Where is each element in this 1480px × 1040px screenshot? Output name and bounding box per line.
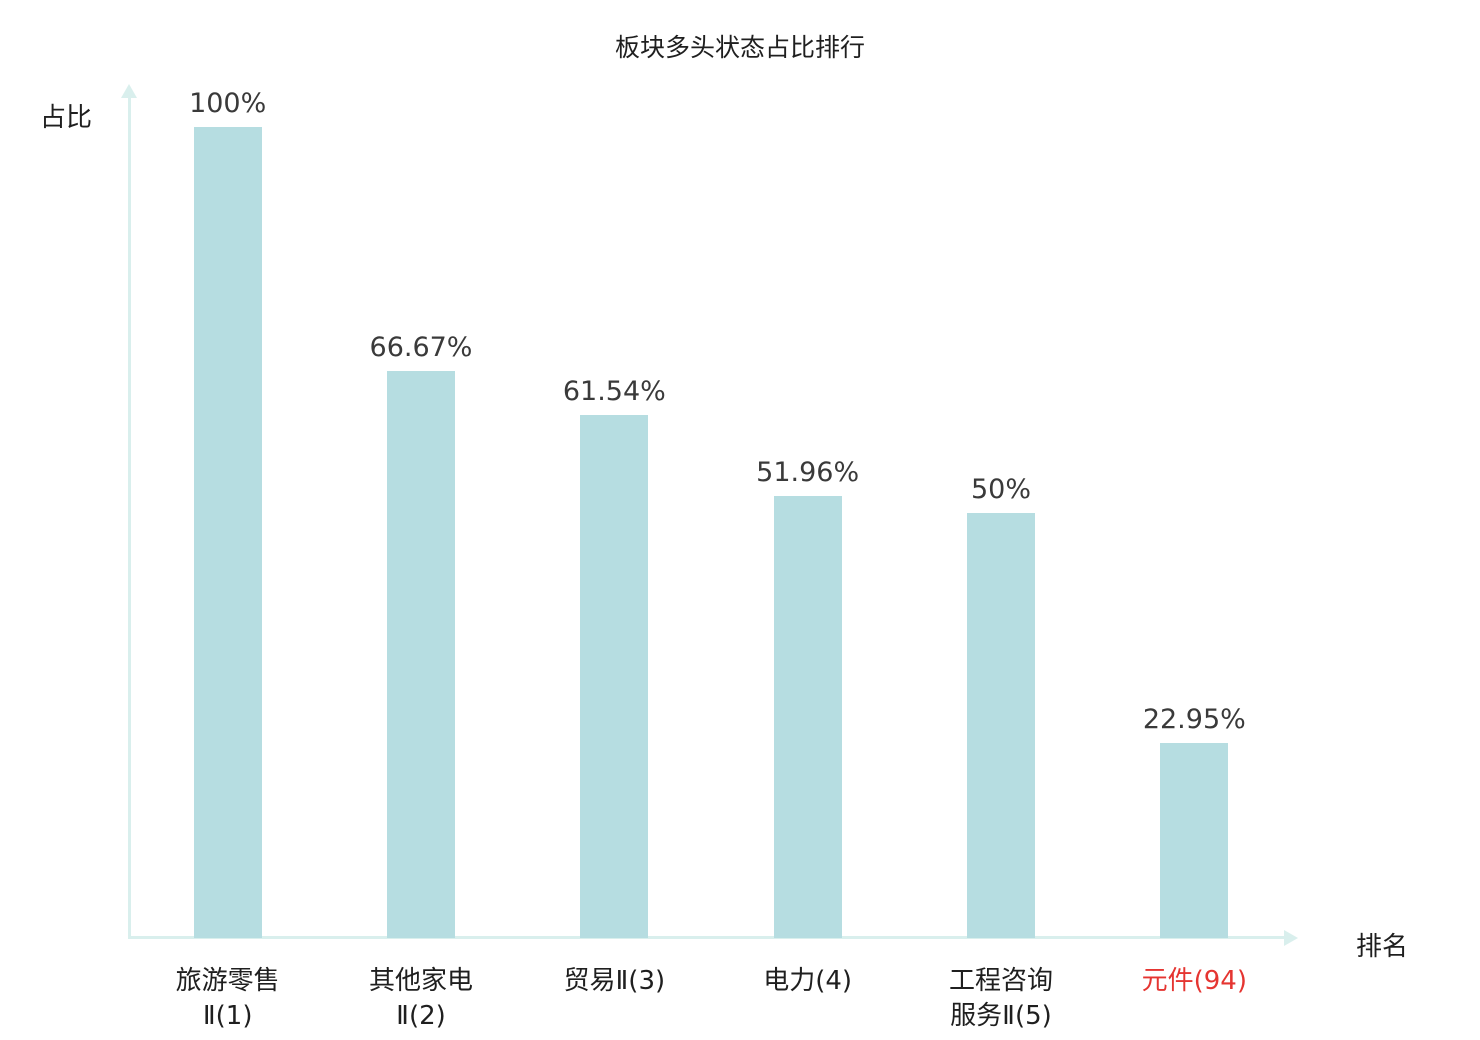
y-axis-label: 占比: [40, 103, 93, 133]
category-label: 旅游零售 Ⅱ(1): [175, 966, 280, 1032]
x-axis-line: [128, 936, 1286, 939]
bar-group: 51.96%: [711, 88, 904, 938]
category-label: 工程咨询 服务Ⅱ(5): [948, 966, 1053, 1032]
x-axis-arrow-icon: [1284, 930, 1298, 946]
bar-value-label: 66.67%: [369, 332, 473, 364]
category-label: 电力(4): [763, 966, 853, 996]
category-label: 其他家电 Ⅱ(2): [368, 966, 473, 1032]
bar-group: 50%: [904, 88, 1097, 938]
bar: [773, 496, 842, 938]
y-axis-arrow-icon: [121, 84, 137, 98]
category-label: 元件(94): [1141, 966, 1247, 996]
plot-area: 100% 66.67% 61.54% 51.96% 50% 22.95%: [131, 88, 1291, 938]
bar-group: 100%: [131, 88, 324, 938]
bar-value-label: 50%: [970, 474, 1031, 505]
bar-value-label: 100%: [189, 88, 267, 119]
bar-value-label: 61.54%: [562, 375, 666, 407]
bar-group: 66.67%: [324, 88, 517, 938]
chart-title: 板块多头状态占比排行: [614, 33, 865, 62]
bar-value-label: 51.96%: [756, 457, 860, 489]
bar-group: 61.54%: [518, 88, 711, 938]
bar: [966, 513, 1035, 938]
x-axis-label: 排名: [1356, 932, 1409, 962]
bar: [386, 371, 455, 938]
category-label: 贸易Ⅱ(3): [563, 966, 666, 996]
bar: [580, 414, 649, 938]
bar-group: 22.95%: [1098, 88, 1291, 938]
y-axis-line: [128, 96, 131, 939]
x-axis-category-row: 旅游零售 Ⅱ(1) 其他家电 Ⅱ(2) 贸易Ⅱ(3) 电力(4) 工程咨询 服务Ⅱ(5) 元件(…: [131, 964, 1291, 1034]
bar: [1160, 742, 1229, 938]
bar-value-label: 22.95%: [1142, 703, 1246, 735]
bar: [193, 127, 262, 938]
